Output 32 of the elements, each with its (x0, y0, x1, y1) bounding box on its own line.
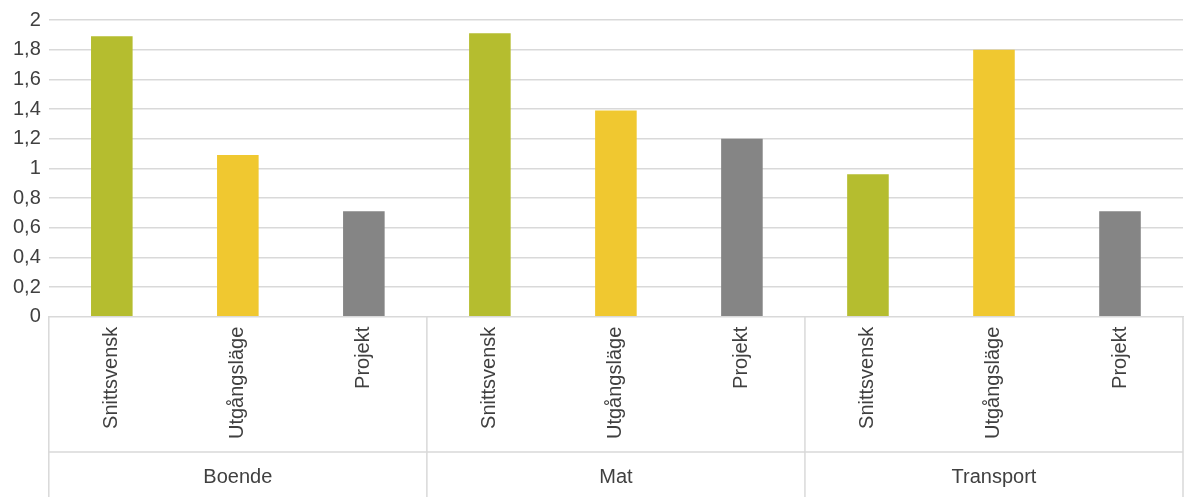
bar (595, 110, 637, 316)
y-tick-label: 0,8 (12, 185, 41, 208)
y-tick-label: 1 (29, 155, 41, 178)
y-tick-label: 0,2 (12, 274, 41, 297)
x-tick-label: Utgångsläge (981, 326, 1004, 440)
y-tick-label: 1,4 (12, 96, 41, 119)
x-tick-label: Projekt (351, 326, 374, 389)
x-tick-label: Utgångsläge (225, 326, 248, 440)
x-tick-label: Snittsvensk (99, 325, 122, 429)
y-tick-label: 0 (29, 304, 41, 327)
y-tick-label: 1,8 (12, 37, 41, 60)
text: Boende (203, 464, 273, 487)
x-tick-label: Snittsvensk (477, 325, 500, 429)
y-tick-label: 1,2 (12, 126, 41, 149)
x-tick-label: Utgångsläge (603, 326, 626, 440)
bar (469, 33, 511, 316)
y-tick-label: 1,6 (12, 66, 41, 89)
x-tick-label: Projekt (729, 326, 752, 389)
text: Mat (599, 464, 634, 487)
bar (721, 138, 763, 316)
bar (1099, 211, 1141, 316)
y-tick-label: 0,6 (12, 215, 41, 238)
bar (847, 174, 889, 316)
y-tick-label: 2 (29, 7, 41, 30)
x-tick-label: Projekt (1107, 326, 1130, 389)
bar (91, 36, 133, 316)
x-tick-label: Snittsvensk (855, 325, 878, 429)
bar (343, 211, 385, 316)
bar (217, 155, 259, 316)
bar (973, 49, 1015, 316)
text: Transport (951, 464, 1037, 487)
y-tick-label: 0,4 (12, 244, 41, 267)
